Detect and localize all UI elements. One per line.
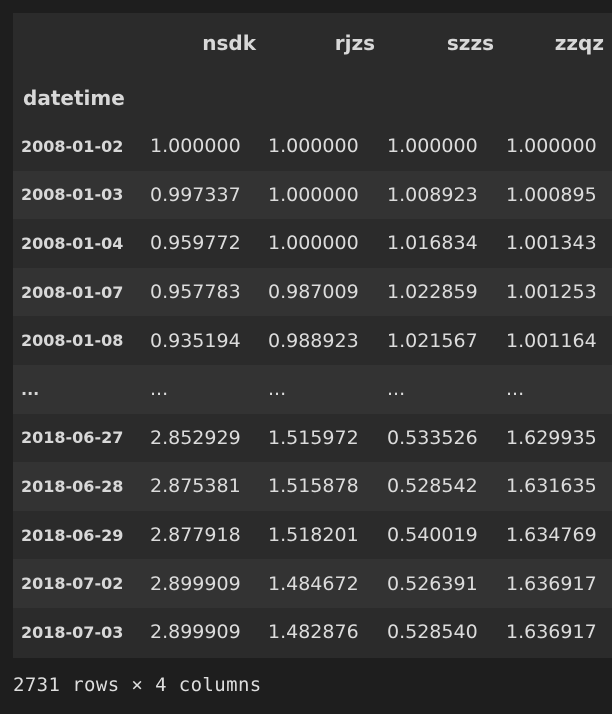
column-header: szzs <box>446 31 494 55</box>
table-cell: 1.001343 <box>506 232 597 255</box>
table-row: 2018-06-29 2.877918 1.518201 0.540019 1.… <box>13 510 612 560</box>
row-index: 2018-06-27 <box>21 428 124 448</box>
table-row: 2018-07-03 2.899909 1.482876 0.528540 1.… <box>13 607 612 657</box>
table-cell: 2.875381 <box>150 475 241 498</box>
table-cell: 1.001164 <box>506 329 597 352</box>
table-cell: ... <box>268 378 287 401</box>
table-cell: 1.022859 <box>387 281 478 304</box>
table-cell: 1.000000 <box>150 135 241 158</box>
row-index: 2018-07-03 <box>21 622 124 642</box>
table-cell: 1.000000 <box>387 135 478 158</box>
table-cell: 1.000000 <box>268 183 359 206</box>
header-corner <box>13 13 146 73</box>
row-index: ... <box>21 379 40 399</box>
row-index: 2008-01-03 <box>21 185 124 205</box>
table-cell: 0.957783 <box>150 281 241 304</box>
row-index: 2008-01-02 <box>21 136 124 156</box>
table-cell: 1.000000 <box>268 135 359 158</box>
table-cell: 1.515878 <box>268 475 359 498</box>
table-cell: 1.634769 <box>506 524 597 547</box>
table-cell: 1.636917 <box>506 572 597 595</box>
table-row: 2008-01-04 0.959772 1.000000 1.016834 1.… <box>13 219 612 268</box>
table-cell: 1.482876 <box>268 621 359 644</box>
table-cell: 1.008923 <box>387 183 478 206</box>
table-row: 2008-01-02 1.000000 1.000000 1.000000 1.… <box>13 122 612 171</box>
table-cell: 1.518201 <box>268 524 359 547</box>
table-row: 2008-01-08 0.935194 0.988923 1.021567 1.… <box>13 316 612 365</box>
table-cell: 1.636917 <box>506 621 597 644</box>
dataframe-output: nsdk rjzs szzs zzqz datetime 2008-01-02 … <box>13 13 612 658</box>
table-cell: 1.016834 <box>387 232 478 255</box>
dataframe-table: nsdk rjzs szzs zzqz datetime 2008-01-02 … <box>13 13 612 657</box>
table-cell: ... <box>387 378 406 401</box>
table-cell: 2.899909 <box>150 572 241 595</box>
table-cell: 1.000895 <box>506 183 597 206</box>
table-cell: 0.988923 <box>268 329 359 352</box>
table-cell: ... <box>506 378 525 401</box>
row-index: 2018-06-29 <box>21 525 124 545</box>
table-cell: 0.997337 <box>150 183 241 206</box>
table-cell: 0.528542 <box>387 475 478 498</box>
table-cell: 0.533526 <box>387 426 478 449</box>
table-cell: 2.852929 <box>150 426 241 449</box>
table-cell: 1.001253 <box>506 281 597 304</box>
table-cell: 2.899909 <box>150 621 241 644</box>
table-cell: 0.526391 <box>387 572 478 595</box>
table-cell: 1.629935 <box>506 426 597 449</box>
table-row: 2008-01-07 0.957783 0.987009 1.022859 1.… <box>13 267 612 317</box>
row-index: 2008-01-08 <box>21 331 124 351</box>
index-header-row: datetime <box>13 73 612 122</box>
row-index: 2008-01-04 <box>21 233 124 253</box>
table-cell: 1.631635 <box>506 475 597 498</box>
table-row: 2018-06-28 2.875381 1.515878 0.528542 1.… <box>13 462 612 511</box>
table-cell: 1.515972 <box>268 426 359 449</box>
table-row: 2018-07-02 2.899909 1.484672 0.526391 1.… <box>13 559 612 608</box>
table-cell: 1.000000 <box>268 232 359 255</box>
table-cell: 0.935194 <box>150 329 241 352</box>
column-header: nsdk <box>202 31 256 55</box>
row-index: 2008-01-07 <box>21 282 124 302</box>
table-row: 2008-01-03 0.997337 1.000000 1.008923 1.… <box>13 170 612 220</box>
table-row: 2018-06-27 2.852929 1.515972 0.533526 1.… <box>13 413 612 463</box>
table-cell: 0.540019 <box>387 524 478 547</box>
table-cell: ... <box>150 378 169 401</box>
column-header: rjzs <box>334 31 375 55</box>
table-cell: 1.021567 <box>387 329 478 352</box>
row-index: 2018-06-28 <box>21 476 124 496</box>
column-header: zzqz <box>554 31 604 55</box>
table-cell: 1.484672 <box>268 572 359 595</box>
table-cell: 0.987009 <box>268 281 359 304</box>
column-header-row: nsdk rjzs szzs zzqz <box>13 13 612 73</box>
table-cell: 1.000000 <box>506 135 597 158</box>
row-index: 2018-07-02 <box>21 574 124 594</box>
table-cell: 0.959772 <box>150 232 241 255</box>
index-name-header: datetime <box>23 85 125 110</box>
ellipsis-row: ... ... ... ... ... <box>13 364 612 414</box>
dataframe-shape-text: 2731 rows × 4 columns <box>13 674 262 696</box>
table-cell: 0.528540 <box>387 621 478 644</box>
table-cell: 2.877918 <box>150 524 241 547</box>
